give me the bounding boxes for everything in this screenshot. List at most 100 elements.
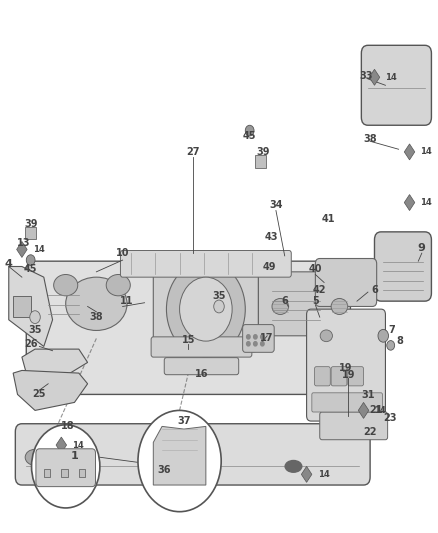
- Bar: [61, 469, 68, 477]
- Polygon shape: [17, 241, 27, 257]
- Text: 16: 16: [195, 369, 208, 379]
- FancyBboxPatch shape: [314, 367, 330, 386]
- Circle shape: [254, 342, 257, 346]
- Text: 38: 38: [89, 312, 103, 322]
- Circle shape: [214, 300, 224, 313]
- Bar: [44, 469, 50, 477]
- Text: 14: 14: [72, 441, 84, 449]
- FancyBboxPatch shape: [258, 272, 333, 336]
- Text: 35: 35: [212, 291, 226, 301]
- Ellipse shape: [331, 298, 348, 314]
- Text: 11: 11: [120, 296, 134, 306]
- Polygon shape: [22, 349, 88, 378]
- Text: 5: 5: [312, 296, 319, 306]
- Polygon shape: [13, 370, 88, 410]
- Polygon shape: [404, 195, 415, 211]
- Text: 27: 27: [186, 147, 199, 157]
- Polygon shape: [404, 144, 415, 160]
- FancyBboxPatch shape: [164, 358, 239, 375]
- Circle shape: [261, 335, 264, 339]
- Text: 39: 39: [256, 147, 269, 157]
- Text: 42: 42: [313, 286, 326, 295]
- Ellipse shape: [320, 330, 332, 342]
- Bar: [13, 296, 31, 317]
- FancyBboxPatch shape: [374, 232, 431, 301]
- Text: 35: 35: [28, 326, 42, 335]
- Text: 38: 38: [363, 134, 377, 143]
- Circle shape: [26, 255, 35, 265]
- Text: 22: 22: [364, 427, 377, 437]
- Circle shape: [138, 410, 221, 512]
- Polygon shape: [369, 69, 380, 85]
- Text: 15: 15: [182, 335, 195, 345]
- FancyBboxPatch shape: [15, 424, 370, 485]
- Polygon shape: [56, 437, 67, 453]
- FancyBboxPatch shape: [151, 337, 252, 357]
- Text: 33: 33: [359, 71, 372, 81]
- Circle shape: [378, 329, 389, 342]
- Text: 37: 37: [177, 416, 191, 426]
- Polygon shape: [153, 426, 206, 485]
- Text: 6: 6: [281, 296, 288, 306]
- Text: 39: 39: [24, 219, 37, 229]
- Text: 14: 14: [33, 245, 45, 254]
- Circle shape: [180, 277, 232, 341]
- FancyBboxPatch shape: [348, 367, 364, 386]
- Text: 45: 45: [243, 131, 256, 141]
- Text: 23: 23: [383, 414, 396, 423]
- Bar: [25, 227, 36, 239]
- Circle shape: [254, 335, 257, 339]
- FancyBboxPatch shape: [320, 412, 388, 440]
- Polygon shape: [301, 466, 312, 482]
- Ellipse shape: [285, 461, 302, 472]
- Ellipse shape: [106, 274, 131, 296]
- Text: 36: 36: [158, 465, 171, 475]
- Text: 1: 1: [71, 451, 78, 461]
- Text: 14: 14: [374, 406, 386, 415]
- Text: 17: 17: [261, 334, 274, 343]
- Text: 25: 25: [33, 390, 46, 399]
- Ellipse shape: [53, 274, 78, 296]
- Text: 41: 41: [322, 214, 335, 223]
- Text: 14: 14: [420, 198, 432, 207]
- Text: 4: 4: [5, 259, 13, 269]
- Text: 14: 14: [420, 148, 432, 156]
- Text: 19: 19: [342, 370, 355, 379]
- Text: 40: 40: [309, 264, 322, 274]
- Ellipse shape: [272, 298, 289, 314]
- Text: 7: 7: [389, 326, 396, 335]
- Ellipse shape: [25, 449, 45, 465]
- FancyBboxPatch shape: [120, 251, 291, 277]
- Polygon shape: [9, 266, 53, 346]
- Text: 45: 45: [24, 264, 37, 274]
- Circle shape: [261, 342, 264, 346]
- Text: 10: 10: [116, 248, 129, 258]
- Text: 43: 43: [265, 232, 278, 242]
- FancyBboxPatch shape: [361, 45, 431, 125]
- Text: 14: 14: [318, 470, 329, 479]
- Circle shape: [166, 261, 245, 357]
- Text: 14: 14: [385, 73, 397, 82]
- FancyBboxPatch shape: [26, 261, 350, 394]
- Text: 34: 34: [269, 200, 283, 210]
- Text: 8: 8: [396, 336, 403, 346]
- Circle shape: [247, 335, 250, 339]
- FancyBboxPatch shape: [243, 325, 274, 352]
- Circle shape: [245, 125, 254, 136]
- FancyBboxPatch shape: [153, 261, 258, 352]
- FancyBboxPatch shape: [315, 259, 377, 306]
- Text: 9: 9: [418, 243, 426, 253]
- FancyBboxPatch shape: [331, 367, 347, 386]
- Circle shape: [387, 341, 395, 350]
- FancyBboxPatch shape: [312, 393, 382, 412]
- Text: 18: 18: [61, 422, 75, 431]
- Circle shape: [32, 425, 100, 508]
- Ellipse shape: [66, 277, 127, 330]
- Circle shape: [247, 342, 250, 346]
- Text: 21: 21: [369, 406, 382, 415]
- Polygon shape: [358, 402, 369, 418]
- Text: 13: 13: [18, 238, 31, 247]
- Text: 49: 49: [263, 262, 276, 271]
- Text: 26: 26: [24, 339, 37, 349]
- Bar: [79, 469, 85, 477]
